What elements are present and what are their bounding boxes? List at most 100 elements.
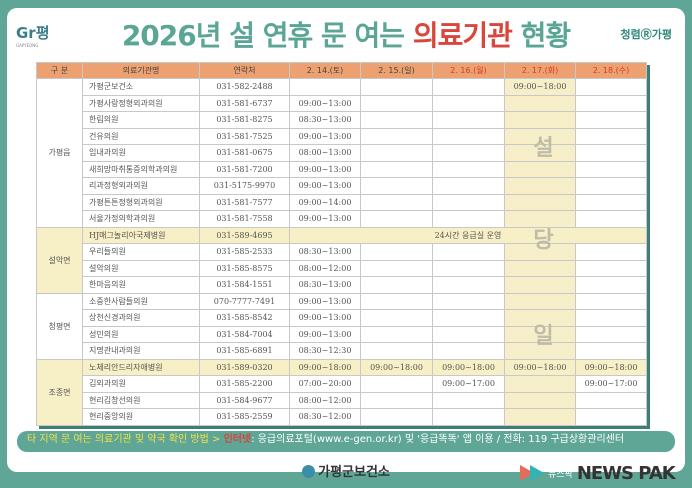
hours-cell xyxy=(575,94,647,112)
column-header: 2. 14.(토) xyxy=(289,62,361,79)
table-row: 리과정형외과의원 031-5175-9970 09:00~13:00 xyxy=(37,177,647,195)
hours-cell xyxy=(360,144,433,162)
table-row: 청평면 소중한사람들의원 070-7777-7491 09:00~13:00 xyxy=(36,292,647,360)
hours-cell xyxy=(360,160,433,178)
hours-cell xyxy=(360,276,433,294)
column-header: 2. 17.(화) xyxy=(504,62,576,79)
hours-cell: 09:00~17:00 xyxy=(432,375,505,393)
logo-subtext: GAPYEONG xyxy=(16,43,39,48)
title-part: 현황 xyxy=(511,19,572,52)
table-row: 한림의원 031-581-8275 08:30~13:00 xyxy=(37,111,647,129)
clinic-name: 한마음의원 xyxy=(82,276,200,294)
hours-cell xyxy=(289,78,361,96)
hours-cell xyxy=(432,193,505,211)
table-row: 현리김창선의원 031-584-9677 08:00~12:00 xyxy=(37,391,647,409)
hours-cell xyxy=(504,193,576,211)
table-row: 조종면 노체리안드리자애병원 031-589-0320 09:00~18:00 09:0… xyxy=(36,358,647,426)
hours-cell: 08:30~13:00 xyxy=(289,276,361,294)
hours-cell xyxy=(504,111,576,129)
phone-cell: 070-7777-7491 xyxy=(199,292,290,310)
hours-cell xyxy=(432,177,505,195)
phone-cell: 031-581-7558 xyxy=(199,210,290,228)
hours-cell xyxy=(432,243,505,261)
hours-cell xyxy=(360,325,433,343)
merged-note: 24시간 응급실 운영 xyxy=(289,226,647,244)
hours-cell xyxy=(504,177,576,195)
footer-info-bar: 타 지역 문 여는 의료기관 및 약국 확인 방법 > 인터넷: 응급의료포털(… xyxy=(17,431,675,452)
hours-cell: 09:00~18:00 xyxy=(504,358,576,376)
hours-cell: 08:30~13:00 xyxy=(289,243,361,261)
table-body: 가평읍 가평군보건소 031-582-2488 09:00~18:00 가평사랑정형외과… xyxy=(36,78,647,426)
hours-cell xyxy=(360,243,433,261)
hours-cell: 09:00~13:00 xyxy=(289,177,361,195)
health-center-icon xyxy=(302,465,316,478)
hours-cell xyxy=(360,408,433,426)
watermark-char: 당 xyxy=(533,228,554,253)
clinic-name: 임내과의원 xyxy=(82,144,200,162)
hours-cell: 09:00~13:00 xyxy=(289,309,361,327)
hours-cell xyxy=(504,375,576,393)
hours-cell xyxy=(432,144,505,162)
phone-cell: 031-585-6891 xyxy=(199,342,290,360)
title-highlight: 의료기관 xyxy=(412,19,513,52)
clinic-name: 노체리안드리자애병원 xyxy=(82,358,200,376)
column-header: 2. 15.(일) xyxy=(360,62,433,79)
hours-cell xyxy=(360,78,433,96)
hours-cell xyxy=(575,276,647,294)
hours-cell: 09:00~13:00 xyxy=(289,325,361,343)
area-cell: 조종면 xyxy=(36,358,83,426)
hours-cell: 08:30~12:00 xyxy=(289,408,361,426)
hours-cell: 08:30~12:30 xyxy=(289,342,361,360)
hours-cell xyxy=(575,177,647,195)
phone-cell: 031-589-0320 xyxy=(199,358,290,376)
phone-cell: 031-582-2488 xyxy=(199,78,290,96)
hours-cell xyxy=(504,309,576,327)
hours-cell xyxy=(432,292,505,310)
phone-cell: 031-585-2533 xyxy=(199,243,290,261)
hours-cell xyxy=(575,193,647,211)
hours-cell xyxy=(504,160,576,178)
hours-cell xyxy=(360,309,433,327)
table-row: 한마음의원 031-584-1551 08:30~13:00 xyxy=(37,276,647,294)
table-row: 지명관내과의원 031-585-6891 08:30~12:30 xyxy=(37,342,647,360)
hours-cell xyxy=(504,292,576,310)
clinic-name: 리과정형외과의원 xyxy=(82,177,200,195)
table-row: 가평튼튼정형외과의원 031-581-7577 09:00~14:00 xyxy=(37,193,647,211)
phone-cell: 031-585-2559 xyxy=(199,408,290,426)
clinic-name: HJ매그놀리아국제병원 xyxy=(82,226,200,244)
table-row: 현리중앙의원 031-585-2559 08:30~12:00 xyxy=(37,408,647,426)
hours-cell xyxy=(575,259,647,277)
watermark-char: 설 xyxy=(533,136,554,161)
hours-cell xyxy=(575,210,647,228)
column-header: 의료기관명 xyxy=(82,62,200,79)
hours-cell xyxy=(575,160,647,178)
news-logo-icon xyxy=(530,465,544,481)
column-header: 구 분 xyxy=(36,62,83,79)
clinic-name: 소중한사람들의원 xyxy=(82,292,200,310)
hours-cell xyxy=(360,94,433,112)
footer-lead: 타 지역 문 여는 의료기관 및 약국 확인 방법 > xyxy=(27,434,224,445)
hours-cell xyxy=(432,210,505,228)
hours-cell xyxy=(575,325,647,343)
hours-cell: 09:00~13:00 xyxy=(289,292,361,310)
hours-cell xyxy=(504,94,576,112)
phone-cell: 031-585-8575 xyxy=(199,259,290,277)
hours-cell xyxy=(504,276,576,294)
hours-cell xyxy=(432,160,505,178)
clinic-name: 서울가정의학과의원 xyxy=(82,210,200,228)
header-row: 구 분 의료기관명 연락처 2. 14.(토) 2. 15.(일) 2. 16.(월) 2.… xyxy=(36,62,647,79)
clinic-name: 가평사랑정형외과의원 xyxy=(82,94,200,112)
news-logo-en: NEWS PAK xyxy=(576,462,676,484)
phone-cell: 031-585-2200 xyxy=(199,375,290,393)
hours-cell: 08:00~12:00 xyxy=(289,391,361,409)
hours-cell xyxy=(432,259,505,277)
phone-cell: 031-581-7200 xyxy=(199,160,290,178)
clinic-name: 우리들의원 xyxy=(82,243,200,261)
org-logo: 가평군보건소 xyxy=(0,461,692,480)
clinic-name: 현리김창선의원 xyxy=(82,391,200,409)
hours-cell xyxy=(575,144,647,162)
hours-cell xyxy=(575,243,647,261)
column-header: 2. 18.(수) xyxy=(575,62,647,79)
hours-cell: 07:00~20:00 xyxy=(289,375,361,393)
clinic-name: 새희망마취통증의학과의원 xyxy=(82,160,200,178)
